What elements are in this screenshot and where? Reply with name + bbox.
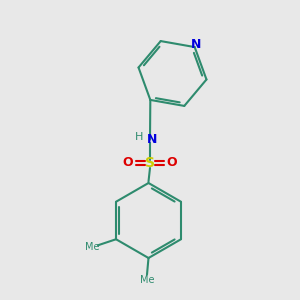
Text: S: S [145, 156, 155, 170]
Text: N: N [147, 133, 158, 146]
Text: O: O [123, 156, 134, 169]
Text: Me: Me [85, 242, 100, 252]
Text: N: N [191, 38, 201, 51]
Text: O: O [167, 156, 177, 169]
Text: H: H [135, 132, 144, 142]
Text: Me: Me [140, 275, 154, 285]
